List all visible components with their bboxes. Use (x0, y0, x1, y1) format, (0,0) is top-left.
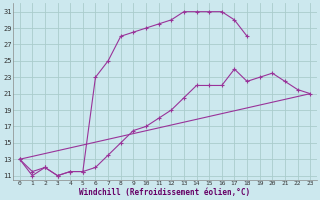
X-axis label: Windchill (Refroidissement éolien,°C): Windchill (Refroidissement éolien,°C) (79, 188, 251, 197)
